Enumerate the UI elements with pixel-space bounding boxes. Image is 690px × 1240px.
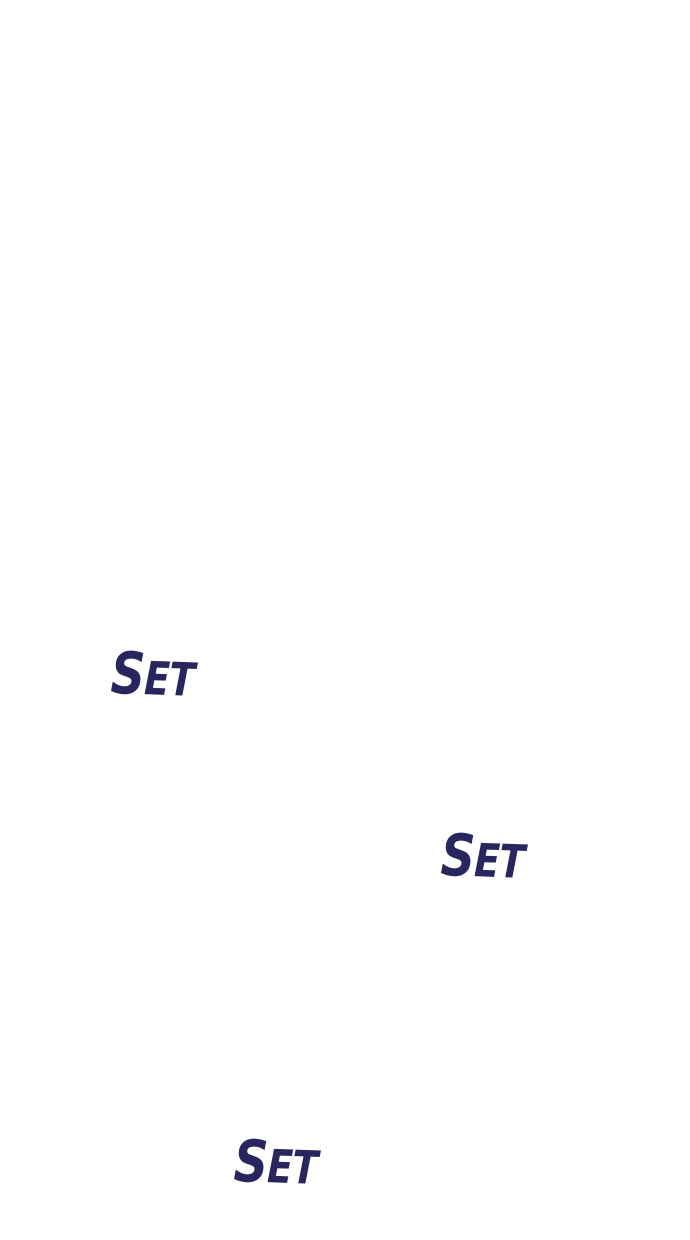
sound-effect-text: SET [110,639,196,708]
sfx-rest: ET [143,651,196,707]
sfx-rest: ET [473,833,526,889]
sound-effect-text: SET [233,1127,319,1196]
sfx-initial: S [439,821,476,891]
sfx-initial: S [109,639,146,709]
sfx-initial: S [232,1127,269,1197]
sound-effect-text: SET [440,821,526,890]
sfx-rest: ET [266,1139,319,1195]
